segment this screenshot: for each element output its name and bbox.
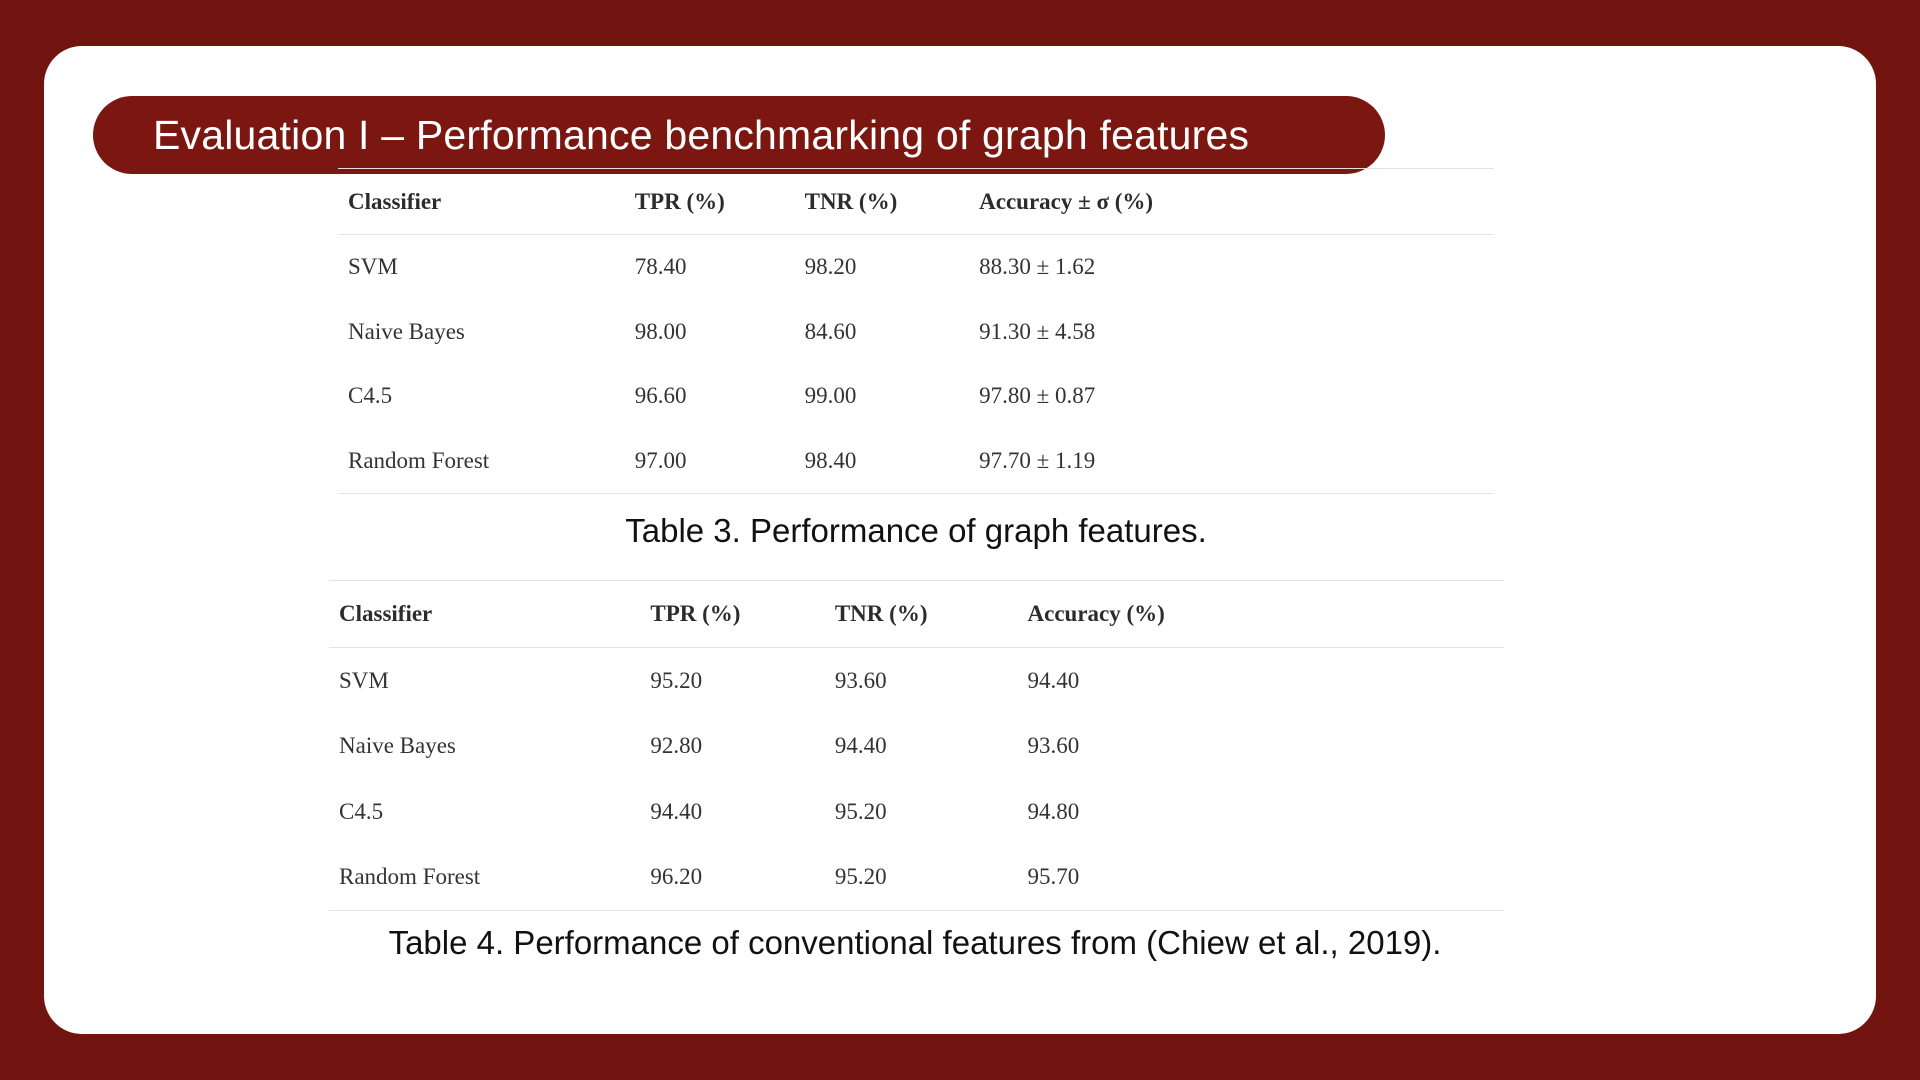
table-cell-tpr: 78.40 xyxy=(634,254,687,280)
table-cell-tnr: 95.20 xyxy=(834,798,887,824)
table-cell-classifier: SVM xyxy=(339,667,389,693)
column-header-tnr: TNR (%) xyxy=(824,580,1018,648)
column-header-tpr: TPR (%) xyxy=(624,168,795,235)
table-row: C4.5 96.60 99.00 97.80 ± 0.87 xyxy=(338,364,1494,429)
table-cell-tnr: 98.40 xyxy=(794,428,970,494)
slide-title: Evaluation I – Performance benchmarking … xyxy=(153,111,1250,158)
table-cell-tnr: 98.20 xyxy=(804,254,857,280)
column-header-classifier: Classifier xyxy=(329,580,641,648)
table-cell-accuracy: 94.40 xyxy=(1027,667,1080,693)
table-cell-tpr: 97.00 xyxy=(624,428,795,494)
table-cell-accuracy: 94.80 xyxy=(1027,798,1080,824)
table-cell-classifier: Random Forest xyxy=(338,428,625,494)
table-cell-tpr: 95.20 xyxy=(650,667,703,693)
table-row: SVM 95.20 93.60 94.40 xyxy=(329,648,1504,714)
table-cell-tnr: 93.60 xyxy=(834,667,887,693)
table-cell-accuracy: 95.70 xyxy=(1017,844,1504,911)
table-cell-tnr: 99.00 xyxy=(804,383,857,409)
table-cell-tpr: 94.40 xyxy=(650,798,703,824)
table-cell-accuracy: 97.70 ± 1.19 xyxy=(969,428,1494,494)
table-cell-accuracy: 97.80 ± 0.87 xyxy=(979,383,1096,409)
table-cell-classifier: C4.5 xyxy=(339,798,384,824)
table-cell-tpr: 98.00 xyxy=(634,318,687,344)
table-row: Random Forest 96.20 95.20 95.70 xyxy=(329,844,1504,911)
column-header-accuracy: Accuracy ± σ (%) xyxy=(969,168,1494,235)
table-cell-tnr: 95.20 xyxy=(824,844,1018,911)
table-cell-tnr: 94.40 xyxy=(834,733,887,759)
table-cell-tnr: 84.60 xyxy=(804,318,857,344)
table-row: Random Forest 97.00 98.40 97.70 ± 1.19 xyxy=(338,428,1494,494)
table-cell-tpr: 92.80 xyxy=(650,733,703,759)
table-3-caption: Table 3. Performance of graph features. xyxy=(625,512,1207,549)
table-cell-classifier: C4.5 xyxy=(348,383,393,409)
table-row: C4.5 94.40 95.20 94.80 xyxy=(329,779,1504,845)
table-cell-tpr: 96.20 xyxy=(640,844,825,911)
graph-features-table: Classifier TPR (%) TNR (%) Accuracy ± σ … xyxy=(338,168,1494,494)
title-banner: Evaluation I – Performance benchmarking … xyxy=(93,96,1385,174)
table-row: Naive Bayes 98.00 84.60 91.30 ± 4.58 xyxy=(338,300,1494,365)
table-cell-tpr: 96.60 xyxy=(634,383,687,409)
table-row: Naive Bayes 92.80 94.40 93.60 xyxy=(329,714,1504,780)
table-cell-classifier: Naive Bayes xyxy=(348,318,465,344)
table-4-caption: Table 4. Performance of conventional fea… xyxy=(388,924,1442,961)
table-header-row: Classifier TPR (%) TNR (%) Accuracy ± σ … xyxy=(338,168,1494,235)
table-cell-accuracy: 93.60 xyxy=(1027,733,1080,759)
table-cell-accuracy: 91.30 ± 4.58 xyxy=(979,318,1096,344)
column-header-tpr: TPR (%) xyxy=(640,580,825,648)
table-cell-classifier: Random Forest xyxy=(329,844,641,911)
table-cell-accuracy: 88.30 ± 1.62 xyxy=(979,254,1096,280)
column-header-tnr: TNR (%) xyxy=(794,168,970,235)
conventional-features-table: Classifier TPR (%) TNR (%) Accuracy (%) … xyxy=(329,580,1504,911)
column-header-accuracy: Accuracy (%) xyxy=(1017,580,1504,648)
table-header-row: Classifier TPR (%) TNR (%) Accuracy (%) xyxy=(329,580,1504,648)
column-header-classifier: Classifier xyxy=(338,168,625,235)
table-row: SVM 78.40 98.20 88.30 ± 1.62 xyxy=(338,235,1494,300)
table-cell-classifier: Naive Bayes xyxy=(339,733,456,759)
table-cell-classifier: SVM xyxy=(348,254,398,280)
